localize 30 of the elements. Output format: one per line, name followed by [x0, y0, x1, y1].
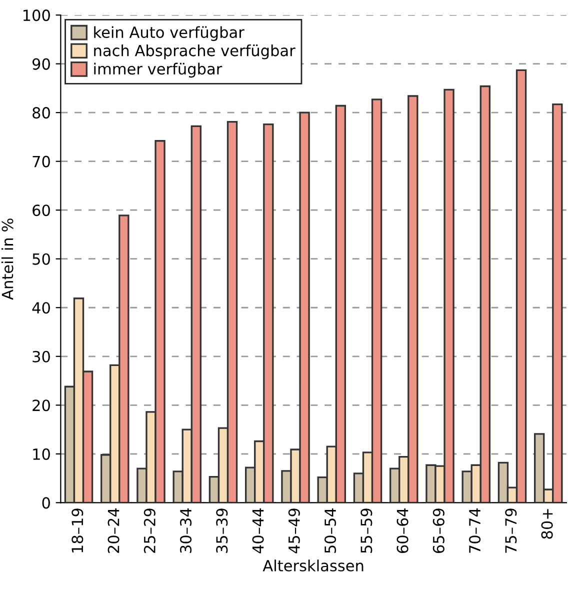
y-tick-label: 10 [33, 448, 50, 460]
y-tick-label: 40 [32, 302, 50, 314]
y-tick-label: 30 [32, 350, 50, 362]
x-tick-label: 30–34 [180, 508, 192, 553]
x-tick-label: 35–39 [216, 508, 228, 553]
y-tick-label: 50 [32, 253, 50, 265]
y-tick-label: 90 [32, 58, 50, 70]
y-axis-title: Anteil in % [1, 218, 14, 300]
x-tick-label: 18–19 [72, 508, 84, 552]
x-tick-label: 55–59 [360, 508, 372, 553]
x-tick-label: 65–69 [432, 508, 444, 553]
y-tick-label: 70 [32, 156, 50, 168]
x-tick-label: 60–64 [396, 508, 408, 553]
y-tick-label: 20 [32, 400, 50, 412]
x-tick-label: 25–29 [144, 508, 156, 553]
y-tick-label: 80 [32, 107, 50, 119]
legend-label: kein Auto verfügbar [94, 26, 244, 41]
x-tick-label: 20–24 [108, 508, 120, 553]
y-tick-label: 100 [23, 10, 50, 22]
y-tick-label: 60 [32, 204, 50, 216]
x-tick-label: 40–44 [252, 508, 264, 554]
x-tick-label: 45–49 [288, 508, 300, 554]
x-tick-label: 70–74 [469, 508, 481, 553]
x-tick-label: 75–79 [505, 508, 517, 553]
x-axis-title: Altersklassen [262, 560, 364, 572]
legend-label: immer verfügbar [94, 62, 222, 78]
y-tick-label: 0 [42, 497, 50, 509]
x-tick-label: 50–54 [324, 508, 336, 553]
x-tick-label: 80+ [541, 509, 553, 539]
legend-label: nach Absprache verfügbar [94, 44, 296, 60]
